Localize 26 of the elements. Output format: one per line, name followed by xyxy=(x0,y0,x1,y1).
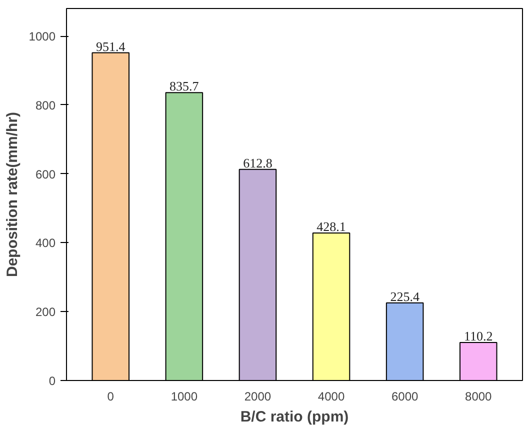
data-label: 835.7 xyxy=(170,78,200,94)
x-tick-label: 6000 xyxy=(391,390,418,404)
y-tick-label: 0 xyxy=(48,374,56,388)
x-tick-label: 4000 xyxy=(318,390,345,404)
bar xyxy=(165,92,204,380)
y-tick-label: 1000 xyxy=(28,30,56,44)
bar xyxy=(238,168,277,380)
data-label: 612.8 xyxy=(243,155,272,170)
data-label: 225.4 xyxy=(390,288,420,304)
bar xyxy=(386,302,424,380)
bar xyxy=(459,342,498,380)
x-tick-label: 1000 xyxy=(170,390,198,404)
y-tick-label: 600 xyxy=(35,167,56,182)
bar xyxy=(92,52,130,380)
bar xyxy=(312,232,350,380)
data-label: 428.1 xyxy=(316,219,346,234)
x-tick-label: 2000 xyxy=(244,390,272,404)
data-label: 110.2 xyxy=(464,328,493,344)
y-axis-title: Deposition rate(mm/hr) xyxy=(4,112,21,278)
x-tick-label: 8000 xyxy=(465,390,492,404)
x-tick-label: 0 xyxy=(107,390,114,404)
data-label: 951.4 xyxy=(96,38,126,54)
y-tick-label: 200 xyxy=(35,305,56,320)
x-axis-title: B/C ratio (ppm) xyxy=(240,408,349,426)
y-tick-label: 800 xyxy=(35,98,56,112)
y-tick-label: 400 xyxy=(35,236,56,250)
